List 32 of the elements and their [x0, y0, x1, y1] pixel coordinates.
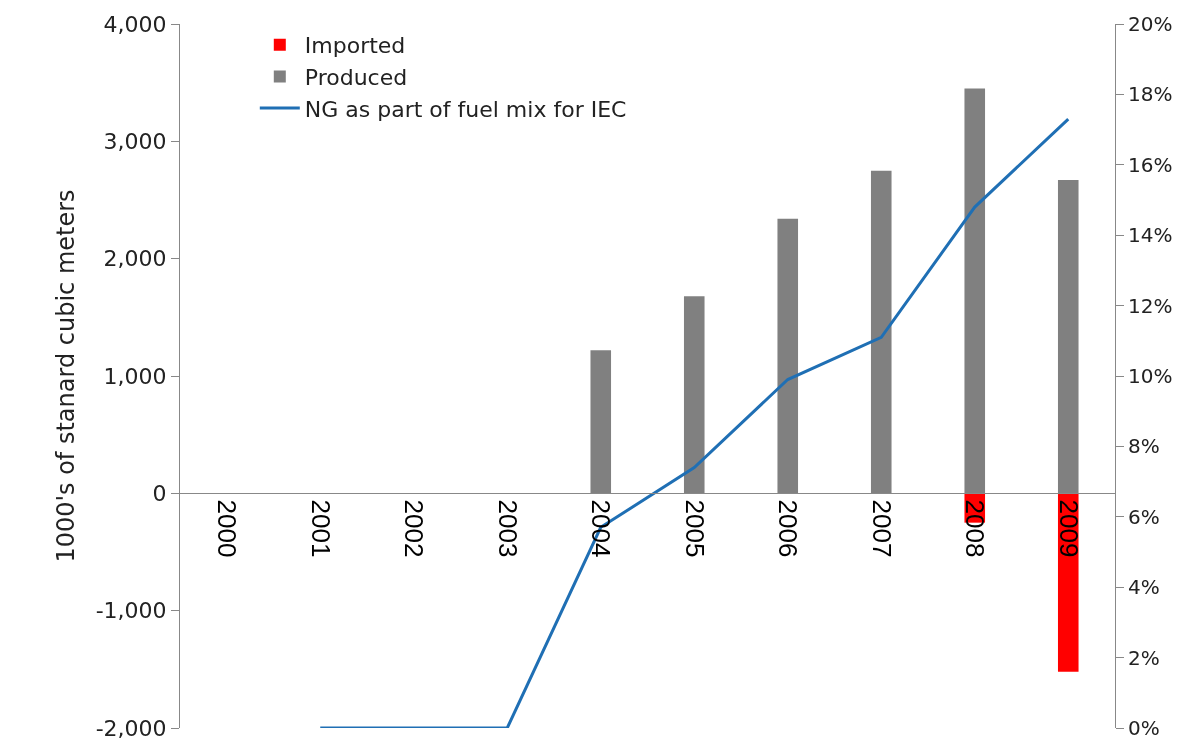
y-axis-title: 1000's of stanard cubic meters — [51, 189, 80, 563]
y2-tick-label: 18% — [1128, 82, 1173, 107]
y2-tick-label: 2% — [1128, 645, 1160, 670]
y-tick-label: -2,000 — [95, 715, 167, 741]
y2-tick-label: 12% — [1128, 293, 1173, 318]
y-tick-label: 0 — [152, 481, 167, 507]
x-tick-label: 2000 — [212, 499, 243, 558]
y-tick-label: 4,000 — [103, 11, 167, 37]
y2-tick-label: 14% — [1128, 223, 1173, 248]
y2-tick-label: 6% — [1128, 504, 1160, 529]
x-tick-label: 2002 — [399, 499, 430, 558]
x-tick-label: 2006 — [773, 499, 804, 558]
y2-tick-label: 10% — [1128, 364, 1173, 388]
y-tick-label: -1,000 — [95, 598, 167, 624]
legend-label: NG as part of fuel mix for IEC — [304, 96, 627, 122]
x-tick-label: 2009 — [1053, 499, 1084, 558]
y2-tick-label: 4% — [1128, 575, 1160, 600]
y-tick-label: 3,000 — [103, 129, 167, 155]
y2-tick-label: 16% — [1128, 152, 1173, 177]
y2-tick-label: 8% — [1128, 434, 1160, 459]
y2-tick-label: 20% — [1128, 12, 1173, 36]
x-tick-label: 2005 — [679, 499, 710, 558]
y-tick-label: 1,000 — [103, 363, 167, 389]
legend-label: Imported — [304, 33, 406, 59]
legend-label: Produced — [304, 64, 408, 90]
x-tick-label: 2003 — [492, 499, 523, 558]
y2-tick-label: 0% — [1128, 716, 1160, 740]
x-tick-label: 2008 — [960, 499, 991, 558]
x-tick-label: 2001 — [305, 499, 336, 558]
x-tick-label: 2007 — [866, 499, 897, 558]
x-tick-label: 2004 — [586, 499, 617, 558]
y-tick-label: 2,000 — [103, 246, 167, 272]
